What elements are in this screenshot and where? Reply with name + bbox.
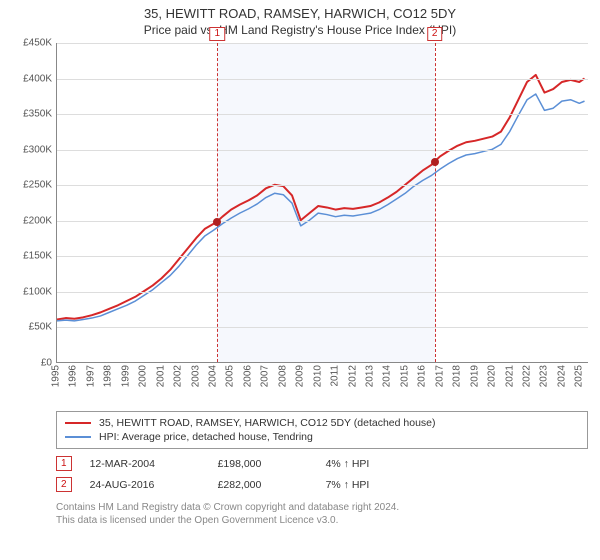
x-tick-label: 2019: [469, 365, 480, 387]
page-subtitle: Price paid vs. HM Land Registry's House …: [12, 23, 588, 37]
event-row-badge: 1: [56, 456, 72, 471]
legend: 35, HEWITT ROAD, RAMSEY, HARWICH, CO12 5…: [56, 411, 588, 449]
x-tick-label: 2002: [173, 365, 184, 387]
legend-swatch: [65, 422, 91, 424]
x-tick-label: 1997: [85, 365, 96, 387]
legend-label: 35, HEWITT ROAD, RAMSEY, HARWICH, CO12 5…: [99, 417, 436, 429]
x-tick-label: 2025: [574, 365, 585, 387]
y-tick-label: £100K: [23, 286, 52, 297]
events-table: 1 12-MAR-2004 £198,000 4% ↑ HPI 2 24-AUG-2016…: [56, 453, 588, 495]
x-tick-label: 2009: [295, 365, 306, 387]
gridline: [57, 79, 588, 80]
x-tick-label: 2014: [382, 365, 393, 387]
event-row-date: 12-MAR-2004: [90, 458, 200, 470]
y-tick-label: £400K: [23, 73, 52, 84]
event-dot: [213, 218, 221, 226]
footer-line-2: This data is licensed under the Open Gov…: [56, 514, 588, 527]
y-tick-label: £50K: [29, 322, 52, 333]
event-row-badge: 2: [56, 477, 72, 492]
gridline: [57, 43, 588, 44]
x-tick-label: 1996: [68, 365, 79, 387]
x-tick-label: 2005: [225, 365, 236, 387]
gridline: [57, 221, 588, 222]
y-tick-label: £350K: [23, 109, 52, 120]
y-tick-label: £200K: [23, 215, 52, 226]
legend-label: HPI: Average price, detached house, Tend…: [99, 431, 313, 443]
x-tick-label: 2016: [417, 365, 428, 387]
x-tick-label: 2022: [521, 365, 532, 387]
event-line: [435, 43, 436, 362]
x-tick-label: 2021: [504, 365, 515, 387]
event-row: 1 12-MAR-2004 £198,000 4% ↑ HPI: [56, 453, 588, 474]
legend-row: 35, HEWITT ROAD, RAMSEY, HARWICH, CO12 5…: [65, 416, 579, 430]
y-tick-label: £450K: [23, 38, 52, 49]
gridline: [57, 327, 588, 328]
event-badge: 2: [427, 27, 443, 41]
x-tick-label: 1999: [120, 365, 131, 387]
gridline: [57, 114, 588, 115]
x-tick-label: 2000: [138, 365, 149, 387]
x-tick-label: 2010: [312, 365, 323, 387]
x-tick-label: 2024: [556, 365, 567, 387]
line-layer: [57, 43, 588, 362]
event-row: 2 24-AUG-2016 £282,000 7% ↑ HPI: [56, 474, 588, 495]
x-tick-label: 2006: [242, 365, 253, 387]
x-tick-label: 2015: [399, 365, 410, 387]
gridline: [57, 150, 588, 151]
event-row-delta: 7% ↑ HPI: [326, 479, 370, 491]
legend-swatch: [65, 436, 91, 438]
footer: Contains HM Land Registry data © Crown c…: [56, 501, 588, 527]
x-tick-label: 2012: [347, 365, 358, 387]
x-tick-label: 2011: [330, 365, 341, 387]
x-tick-label: 2023: [539, 365, 550, 387]
x-tick-label: 2008: [277, 365, 288, 387]
x-tick-label: 2003: [190, 365, 201, 387]
series-line: [57, 75, 585, 320]
x-tick-label: 2017: [434, 365, 445, 387]
x-axis: 1995199619971998199920002001200220032004…: [56, 363, 588, 407]
y-tick-label: £300K: [23, 144, 52, 155]
x-tick-label: 2020: [487, 365, 498, 387]
gridline: [57, 185, 588, 186]
event-row-delta: 4% ↑ HPI: [326, 458, 370, 470]
x-tick-label: 1998: [103, 365, 114, 387]
x-tick-label: 2013: [364, 365, 375, 387]
x-tick-label: 2001: [155, 365, 166, 387]
event-row-date: 24-AUG-2016: [90, 479, 200, 491]
x-tick-label: 2007: [260, 365, 271, 387]
y-tick-label: £150K: [23, 251, 52, 262]
gridline: [57, 256, 588, 257]
plot-area: 12: [56, 43, 588, 363]
gridline: [57, 292, 588, 293]
y-axis: £0£50K£100K£150K£200K£250K£300K£350K£400…: [12, 43, 56, 363]
page-title: 35, HEWITT ROAD, RAMSEY, HARWICH, CO12 5…: [12, 6, 588, 21]
chart: £0£50K£100K£150K£200K£250K£300K£350K£400…: [12, 43, 588, 407]
x-tick-label: 2018: [452, 365, 463, 387]
x-tick-label: 1995: [51, 365, 62, 387]
event-line: [217, 43, 218, 362]
footer-line-1: Contains HM Land Registry data © Crown c…: [56, 501, 588, 514]
y-tick-label: £250K: [23, 180, 52, 191]
event-row-price: £198,000: [218, 458, 308, 470]
event-badge: 1: [210, 27, 226, 41]
legend-row: HPI: Average price, detached house, Tend…: [65, 430, 579, 444]
event-row-price: £282,000: [218, 479, 308, 491]
x-tick-label: 2004: [207, 365, 218, 387]
event-dot: [431, 158, 439, 166]
